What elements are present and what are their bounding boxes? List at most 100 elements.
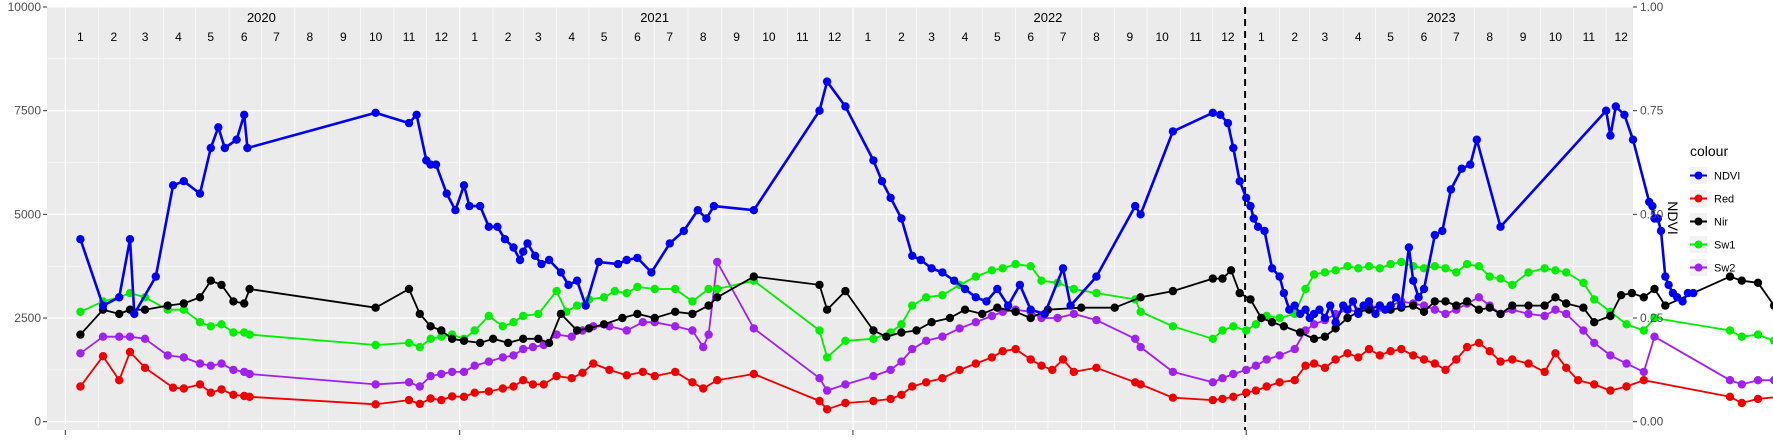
month-label: 6 <box>634 30 641 44</box>
y2-tick-label: 0.75 <box>1640 104 1664 118</box>
data-point-nir <box>599 320 609 329</box>
data-point-sw1 <box>1579 278 1588 287</box>
data-point-sw1 <box>841 336 850 345</box>
data-point-ndvi <box>1320 313 1330 323</box>
data-point-red <box>1462 342 1472 352</box>
data-point-sw2 <box>971 318 980 327</box>
data-point-red <box>886 394 895 404</box>
data-point-ndvi <box>1409 276 1418 285</box>
data-point-ndvi <box>1267 264 1277 273</box>
data-point-red <box>459 392 469 401</box>
data-point-sw1 <box>610 286 619 296</box>
series-line-sw1 <box>80 261 1773 359</box>
data-point-nir <box>1496 309 1505 319</box>
data-point-ndvi <box>1026 305 1035 314</box>
data-point-ndvi <box>841 102 850 111</box>
data-point-ndvi <box>1656 226 1666 236</box>
data-point-nir <box>245 284 254 294</box>
data-point-nir <box>556 309 566 319</box>
month-label: 12 <box>1614 30 1628 44</box>
data-point-sw1 <box>1354 264 1363 273</box>
month-label: 7 <box>273 30 280 44</box>
data-point-ndvi <box>232 135 241 144</box>
data-point-ndvi <box>412 110 421 120</box>
data-point-ndvi <box>179 177 188 186</box>
data-point-sw2 <box>1725 376 1735 385</box>
data-point-red <box>1397 344 1406 354</box>
data-point-sw2 <box>179 353 188 362</box>
month-label: 2 <box>1291 30 1298 44</box>
data-point-nir <box>163 301 172 310</box>
data-point-nir <box>671 307 680 316</box>
legend-title: colour <box>1690 143 1728 159</box>
month-label: 10 <box>1549 30 1563 44</box>
data-point-sw2 <box>567 332 576 341</box>
data-point-nir <box>140 305 150 314</box>
data-point-sw2 <box>519 344 528 354</box>
data-point-ndvi <box>693 206 702 215</box>
month-label: 3 <box>1322 30 1329 44</box>
data-point-nir <box>704 301 713 310</box>
data-point-ndvi <box>168 181 178 190</box>
data-point-ndvi <box>749 206 758 215</box>
month-label: 4 <box>568 30 575 44</box>
data-point-sw1 <box>371 340 380 350</box>
year-label: 2022 <box>1033 10 1062 25</box>
month-label: 6 <box>241 30 248 44</box>
data-point-ndvi <box>572 276 582 285</box>
data-point-red <box>245 392 254 401</box>
data-point-ndvi <box>442 189 451 198</box>
data-point-sw2 <box>1650 332 1659 341</box>
data-point-sw1 <box>1524 268 1533 277</box>
data-point-red <box>998 347 1007 356</box>
data-point-red <box>589 359 598 368</box>
month-label: 12 <box>1221 30 1235 44</box>
data-point-ndvi <box>556 268 566 277</box>
data-point-red <box>938 374 947 383</box>
data-point-red <box>206 388 215 397</box>
data-point-sw1 <box>1136 307 1145 316</box>
data-point-ndvi <box>544 255 554 265</box>
data-point-nir <box>1452 301 1461 310</box>
data-point-red <box>815 396 824 406</box>
data-point-nir <box>882 332 891 341</box>
legend-item-red: Red <box>1690 190 1734 207</box>
data-point-red <box>76 382 85 391</box>
legend-key-point <box>1694 240 1703 249</box>
data-point-sw1 <box>1508 280 1517 290</box>
data-point-ndvi <box>1235 177 1244 186</box>
data-point-ndvi <box>475 201 485 211</box>
data-point-sw1 <box>484 311 493 321</box>
data-point-ndvi <box>1386 301 1395 310</box>
data-point-ndvi <box>1208 108 1218 118</box>
data-point-red <box>168 383 178 392</box>
legend-item-ndvi: NDVI <box>1690 167 1740 184</box>
data-point-nir <box>1343 313 1352 323</box>
month-label: 11 <box>1189 30 1202 44</box>
data-point-nir <box>1208 274 1218 283</box>
data-point-ndvi <box>1664 280 1673 290</box>
data-point-nir <box>115 309 124 319</box>
data-point-ndvi <box>1661 272 1670 281</box>
data-point-ndvi <box>971 293 980 302</box>
data-point-red <box>509 382 518 391</box>
data-point-sw1 <box>1430 262 1440 271</box>
data-point-red <box>1474 338 1484 348</box>
data-point-sw2 <box>115 332 124 341</box>
data-point-sw2 <box>229 365 238 375</box>
data-point-nir <box>572 326 582 335</box>
data-point-sw2 <box>688 326 697 335</box>
data-point-red <box>1229 392 1238 401</box>
data-point-sw1 <box>534 309 543 319</box>
data-point-sw1 <box>815 326 824 335</box>
month-label: 4 <box>962 30 969 44</box>
data-point-ndvi <box>822 77 832 86</box>
series-layer <box>76 77 1773 414</box>
data-point-ndvi <box>1648 201 1657 211</box>
data-point-sw1 <box>1540 264 1549 273</box>
data-point-sw2 <box>749 324 758 333</box>
y-tick-label: 7500 <box>14 104 41 118</box>
data-point-ndvi <box>493 222 502 231</box>
data-point-sw1 <box>1026 262 1035 271</box>
data-point-sw1 <box>998 264 1007 273</box>
